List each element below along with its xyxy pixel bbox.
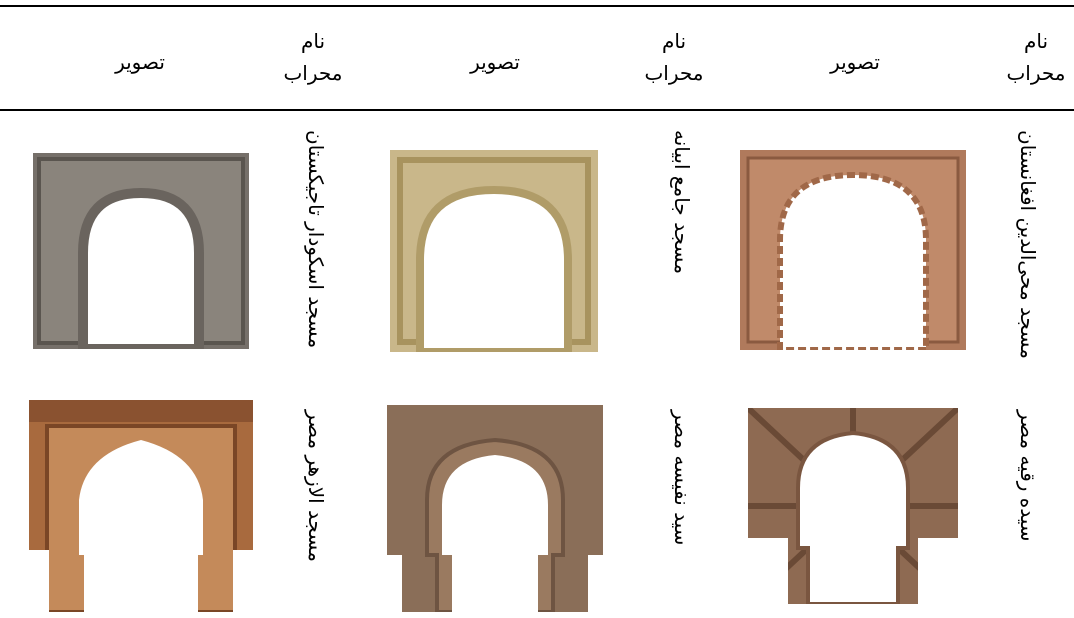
mihrab-name: مسجد الازهر مصر <box>304 410 328 562</box>
mihrab-image <box>29 400 253 612</box>
mihrab-image <box>390 150 598 352</box>
header-cell: تصویر <box>470 50 520 74</box>
header-rule <box>0 109 1074 111</box>
top-rule <box>0 5 1074 7</box>
header-cell: نام محراب <box>1006 29 1066 85</box>
mihrab-name: سیده رقیه مصر <box>1016 410 1040 542</box>
header-cell: نام محراب <box>283 29 343 85</box>
mihrab-name: مسجد جامع ابیانه <box>670 130 694 275</box>
mihrab-image <box>33 153 249 349</box>
mihrab-name: مسجد محی‌الدین افغانستان <box>1016 130 1040 359</box>
mihrab-name: سید نفیسه مصر <box>670 410 694 546</box>
mihrab-image <box>387 405 603 612</box>
header-cell: نام محراب <box>644 29 704 85</box>
mihrab-name: مسجد اسکودار تاجیکستان <box>304 130 328 349</box>
header-cell: تصویر <box>115 50 165 74</box>
mihrab-image <box>748 408 958 604</box>
header-cell: تصویر <box>830 50 880 74</box>
mihrab-image <box>740 150 966 350</box>
